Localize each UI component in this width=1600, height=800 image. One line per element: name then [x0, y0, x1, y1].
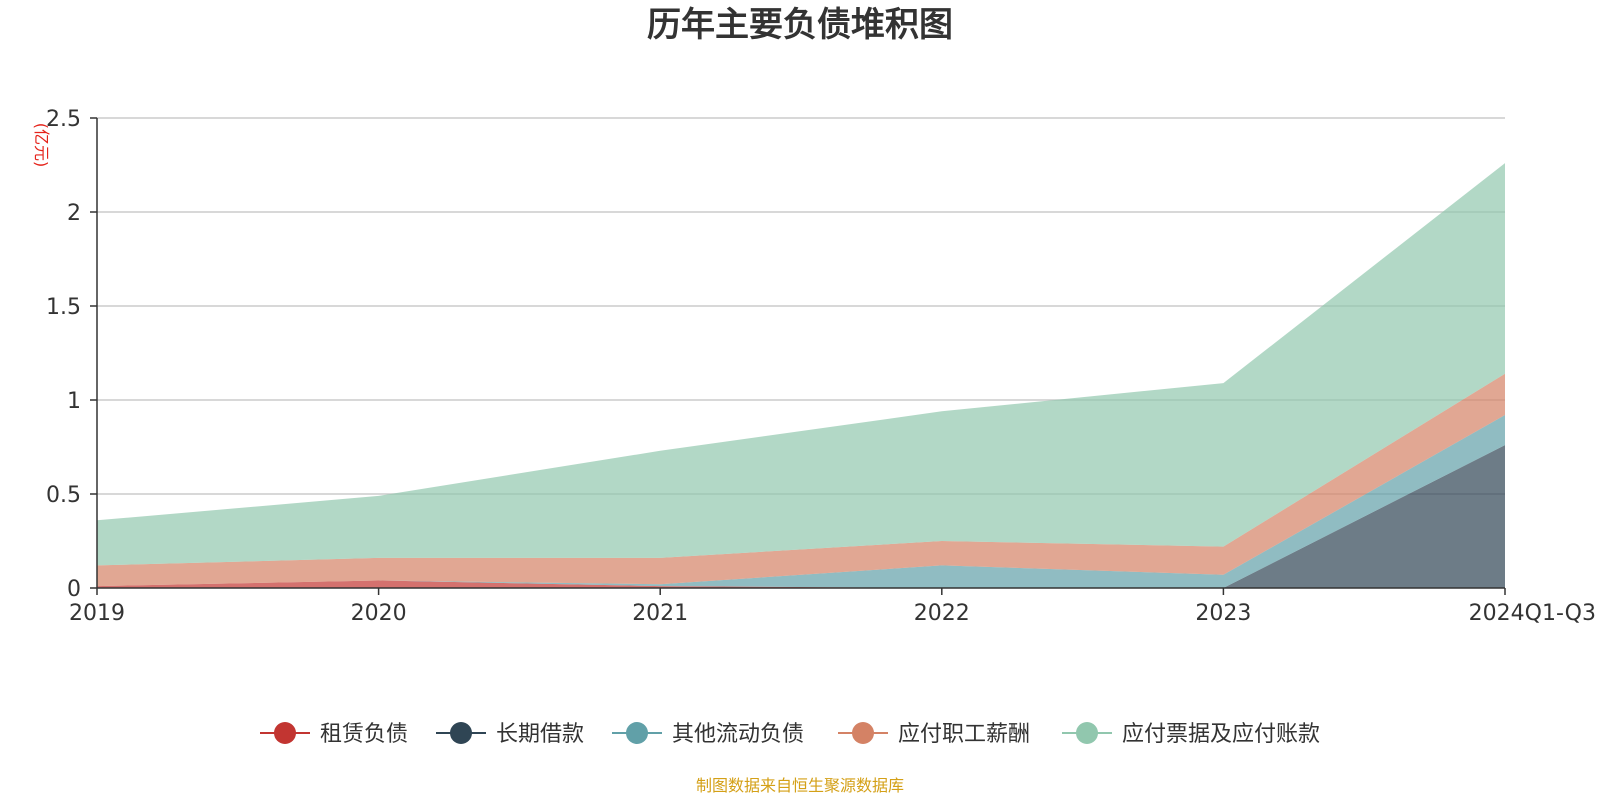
- legend-item[interactable]: 租赁负债: [260, 722, 408, 747]
- y-tick-label: 1.5: [46, 295, 81, 320]
- legend-label: 租赁负债: [320, 722, 408, 747]
- legend-item[interactable]: 长期借款: [436, 722, 584, 747]
- y-axis-unit: (亿元): [32, 123, 51, 168]
- area-应付职工薪酬: [97, 373, 1505, 587]
- y-tick-label: 0.5: [46, 483, 81, 508]
- x-tick-label: 2023: [1195, 601, 1251, 626]
- legend-item[interactable]: 应付票据及应付账款: [1062, 722, 1320, 747]
- legend-item[interactable]: 其他流动负债: [612, 722, 804, 747]
- legend-marker: [450, 722, 472, 744]
- x-tick-label: 2020: [351, 601, 407, 626]
- legend-marker: [274, 722, 296, 744]
- area-应付票据及应付账款: [97, 163, 1505, 566]
- legend-marker: [1076, 722, 1098, 744]
- legend-label: 长期借款: [496, 722, 584, 747]
- chart-title: 历年主要负债堆积图: [647, 5, 953, 45]
- x-tick-label: 2024Q1-Q3: [1469, 601, 1596, 626]
- x-tick-label: 2019: [69, 601, 125, 626]
- legend-label: 其他流动负债: [672, 722, 804, 747]
- y-tick-label: 1: [67, 389, 81, 414]
- y-tick-label: 2.5: [46, 107, 81, 132]
- legend-marker: [852, 722, 874, 744]
- legend-label: 应付职工薪酬: [898, 722, 1030, 747]
- legend-marker: [626, 722, 648, 744]
- area-租赁负债: [97, 580, 1505, 588]
- legend-label: 应付票据及应付账款: [1122, 722, 1320, 747]
- y-tick-label: 0: [67, 577, 81, 602]
- area-长期借款: [97, 445, 1505, 588]
- x-tick-label: 2022: [914, 601, 970, 626]
- y-tick-label: 2: [67, 201, 81, 226]
- legend-item[interactable]: 应付职工薪酬: [838, 722, 1030, 747]
- source-note: 制图数据来自恒生聚源数据库: [696, 776, 904, 795]
- legend: 租赁负债 长期借款 其他流动负债 应付职工薪酬 应付票据及应付账款: [260, 722, 1320, 747]
- x-tick-label: 2021: [632, 601, 688, 626]
- axes: 0 0.5 1 1.5 2 2.5 2019 2020 2021 2022 2023 2024Q1-Q…: [46, 107, 1596, 626]
- area-series: [97, 163, 1505, 588]
